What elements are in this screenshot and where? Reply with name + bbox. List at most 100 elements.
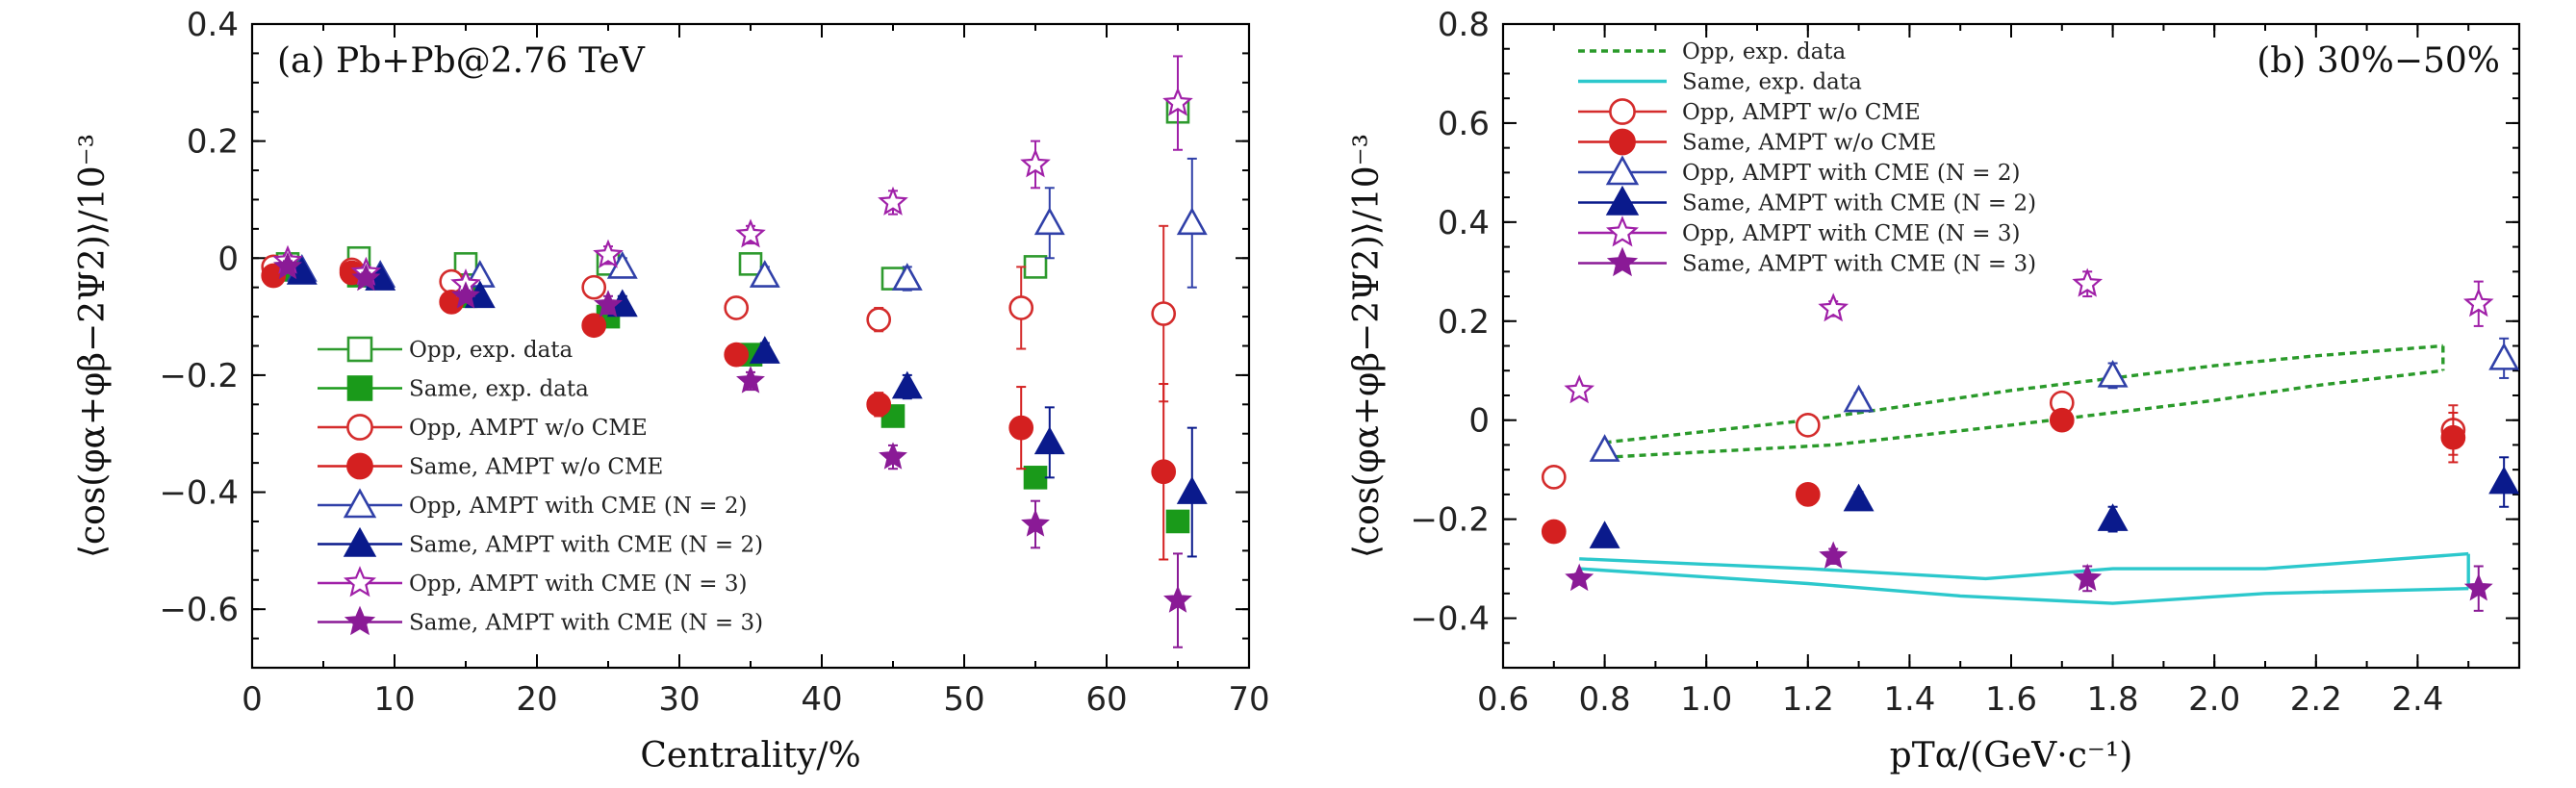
x-tick-label: 20 [516,680,557,719]
x-axis-label: pTα/(GeV·c⁻¹) [1890,736,2133,775]
data-point [1843,384,1875,413]
legend-label: Same, AMPT with CME (N = 3) [409,611,763,636]
legend-label: Same, AMPT with CME (N = 2) [409,533,763,558]
data-point [749,336,780,364]
data-point [1008,415,1034,441]
data-point [1033,207,1065,236]
y-tick-label: 0.6 [1438,105,1490,143]
x-tick-label: 0.6 [1477,680,1529,719]
y-tick-label: 0.2 [1438,303,1490,342]
series-2 [261,224,1177,403]
legend-label: Opp, AMPT w/o CME [409,416,648,441]
legend-label: Same, AMPT w/o CME [1682,131,1936,156]
x-tick-label: 2.4 [2391,680,2443,719]
legend-marker [1605,185,1640,216]
legend-label: Same, exp. data [409,377,589,402]
legend-label: Opp, exp. data [409,338,574,363]
legend-label: Opp, AMPT with CME (N = 3) [1682,221,2020,246]
x-tick-label: 10 [373,680,415,719]
x-axis-label: Centrality/% [640,736,860,775]
x-tick-label: 40 [801,680,842,719]
legend-label: Opp, AMPT with CME (N = 2) [1682,161,2020,186]
x-tick-label: 0 [242,680,263,719]
x-tick-label: 30 [658,680,700,719]
data-point [2049,407,2075,433]
series-1 [1579,551,2470,605]
y-tick-label: −0.2 [1410,501,1490,540]
legend-label: Same, AMPT with CME (N = 3) [1682,252,2036,277]
data-point [581,313,607,339]
x-tick-label: 2.0 [2188,680,2240,719]
x-tick-label: 1.0 [1680,680,1732,719]
data-point [1023,466,1048,490]
legend-marker [346,375,373,401]
band-lower-line [1579,567,2469,605]
data-point [1008,295,1034,320]
legend-marker [346,452,373,480]
y-tick-label: 0 [1468,402,1490,441]
data-area [1541,267,2519,612]
series-5 [1589,456,2519,548]
data-point [2488,342,2519,370]
x-tick-label: 1.2 [1782,680,1834,719]
x-tick-label: 50 [943,680,984,719]
data-point [2073,563,2103,592]
data-point [1843,483,1875,512]
data-point [2097,503,2129,531]
series-2 [1541,390,2466,490]
y-tick-label: 0.4 [1438,204,1490,242]
x-tick-label: 1.4 [1883,680,1935,719]
data-point [878,186,908,216]
legend-label: Same, exp. data [1682,70,1862,95]
x-tick-label: 70 [1228,680,1269,719]
series-6 [272,55,1193,298]
data-point [891,370,923,399]
legend-marker [344,605,376,636]
y-tick-label: −0.4 [159,474,239,513]
data-point [1176,207,1208,236]
plot-frame [1501,22,2521,670]
legend-marker [343,566,377,597]
series-7 [273,251,1192,648]
legend-marker [1609,128,1636,156]
legend-marker [1605,216,1640,247]
data-point [351,263,381,292]
legend-label: Opp, AMPT w/o CME [1682,100,1921,125]
data-point [1033,426,1065,455]
x-tick-label: 1.6 [1985,680,2037,719]
legend: Opp, exp. data Same, exp. data Opp, AMPT w… [1578,39,2036,277]
data-point [2463,572,2493,601]
data-point [261,263,287,289]
data-point [1162,87,1193,116]
data-point [1165,509,1190,534]
data-point [1023,255,1048,279]
data-point [749,260,780,288]
y-tick-label: 0.4 [187,6,239,44]
data-point [1564,374,1595,404]
legend-label: Opp, AMPT with CME (N = 3) [409,572,747,597]
data-point [866,307,892,332]
data-point [1795,412,1821,438]
data-point [1565,563,1594,592]
legend-label: Same, AMPT with CME (N = 2) [1682,191,2036,216]
series-0 [1604,343,2445,459]
data-point [2097,359,2129,388]
legend-marker [1609,98,1636,125]
data-point [451,281,480,309]
x-tick-label: 0.8 [1579,680,1631,719]
data-point [1151,301,1177,326]
data-point [738,252,763,276]
legend-marker [346,336,373,363]
data-point [581,274,607,300]
band-upper-line [1579,551,2469,581]
data-point [724,342,750,368]
data-point [1818,292,1849,322]
data-point [2488,466,2519,495]
legend-marker [1606,246,1639,277]
data-point [1541,465,1567,490]
legend-label: Opp, AMPT with CME (N = 2) [409,494,747,519]
y-axis-label: ⟨cos(φα+φβ−2Ψ2)⟩/10⁻³ [1347,134,1387,558]
data-point [1176,476,1208,504]
band-lower-line [1604,369,2443,459]
